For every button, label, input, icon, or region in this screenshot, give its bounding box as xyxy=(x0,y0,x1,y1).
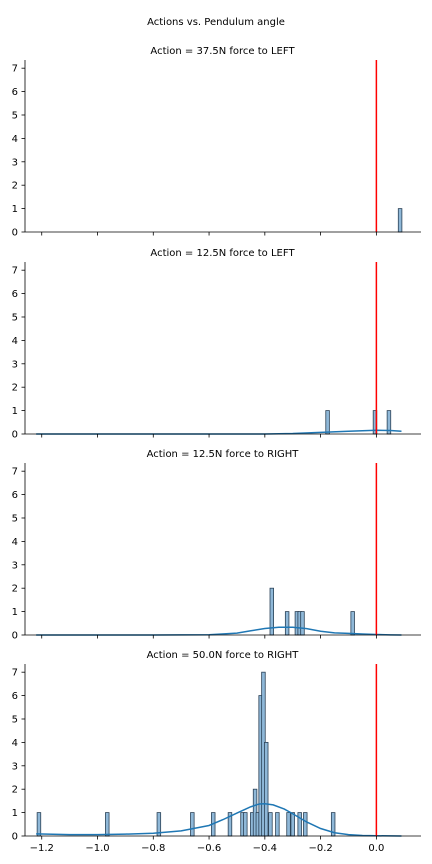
subplot-37-5n-left: Action = 37.5N force to LEFT 0 1 2 3 4 5 6 7 xyxy=(12,46,421,239)
y-tick-label: 4 xyxy=(12,336,18,347)
figure-suptitle: Actions vs. Pendulum angle xyxy=(147,17,285,28)
y-tick-label: 2 xyxy=(12,181,18,192)
x-tick-label: −0.4 xyxy=(253,843,277,854)
x-tick-label: −1.2 xyxy=(30,843,54,854)
y-tick-label: 5 xyxy=(12,513,18,524)
subplot-12-5n-left: Action = 12.5N force to LEFT 0 1 2 3 4 5 6 7 xyxy=(12,248,421,441)
histogram-bar xyxy=(325,410,330,435)
kde-curve xyxy=(36,626,402,636)
y-tick-label: 2 xyxy=(12,584,18,595)
subplot-12-5n-right: Action = 12.5N force to RIGHT 0 1 2 3 4 5 6 7 xyxy=(12,449,421,642)
subplot-title: Action = 50.0N force to RIGHT xyxy=(147,650,300,661)
histogram-bar xyxy=(264,741,269,837)
histogram-bar xyxy=(105,812,110,837)
histogram-bar xyxy=(286,812,291,837)
y-tick-label: 0 xyxy=(12,832,18,843)
y-tick-label: 0 xyxy=(12,631,18,642)
y-tick-label: 1 xyxy=(12,607,18,618)
y-tick-label: 6 xyxy=(12,490,18,501)
x-tick-label: −0.2 xyxy=(308,843,332,854)
y-tick-label: 7 xyxy=(12,668,18,679)
y-tick-label: 1 xyxy=(12,204,18,215)
y-tick-label: 4 xyxy=(12,537,18,548)
subplot-title: Action = 12.5N force to RIGHT xyxy=(147,449,300,460)
histogram-bar xyxy=(397,208,403,233)
y-tick-label: 3 xyxy=(12,157,18,168)
y-tick-label: 3 xyxy=(12,761,18,772)
x-tick-label: 0.0 xyxy=(368,843,384,854)
histogram-bar xyxy=(275,812,280,837)
histogram-bar xyxy=(297,812,302,837)
y-tick-label: 5 xyxy=(12,714,18,725)
y-tick-label: 6 xyxy=(12,691,18,702)
x-tick-label: −0.6 xyxy=(197,843,221,854)
y-tick-label: 7 xyxy=(12,266,18,277)
histogram-bar xyxy=(350,611,355,636)
subplot-50-0n-right: Action = 50.0N force to RIGHT 0 1 2 3 4 5 6 7 −1… xyxy=(12,650,421,854)
y-tick-label: 5 xyxy=(12,312,18,323)
histogram-bar xyxy=(284,611,290,636)
y-tick-label: 3 xyxy=(12,560,18,571)
y-tick-label: 1 xyxy=(12,808,18,819)
kde-curve xyxy=(36,429,402,435)
subplot-title: Action = 12.5N force to LEFT xyxy=(150,248,295,259)
histogram-bar xyxy=(268,812,273,837)
histogram-bar xyxy=(190,812,195,837)
y-tick-label: 0 xyxy=(12,430,18,441)
y-tick-label: 0 xyxy=(12,228,18,239)
y-tick-label: 4 xyxy=(12,738,18,749)
histogram-bar xyxy=(300,611,305,636)
x-tick-label: −1.0 xyxy=(85,843,109,854)
y-tick-label: 6 xyxy=(12,87,18,98)
histogram-bar xyxy=(303,812,308,837)
y-tick-label: 4 xyxy=(12,134,18,145)
y-tick-label: 5 xyxy=(12,110,18,121)
y-tick-label: 2 xyxy=(12,785,18,796)
y-tick-label: 3 xyxy=(12,359,18,370)
y-tick-label: 7 xyxy=(12,64,18,75)
y-tick-label: 2 xyxy=(12,383,18,394)
kde-curve xyxy=(36,802,402,837)
y-tick-label: 1 xyxy=(12,406,18,417)
histogram-bar xyxy=(290,812,295,837)
y-tick-label: 6 xyxy=(12,289,18,300)
y-tick-label: 7 xyxy=(12,467,18,478)
x-tick-label: −0.8 xyxy=(141,843,165,854)
histogram-bar xyxy=(243,812,248,837)
subplot-title: Action = 37.5N force to LEFT xyxy=(150,46,295,57)
histogram-bar xyxy=(36,812,42,837)
